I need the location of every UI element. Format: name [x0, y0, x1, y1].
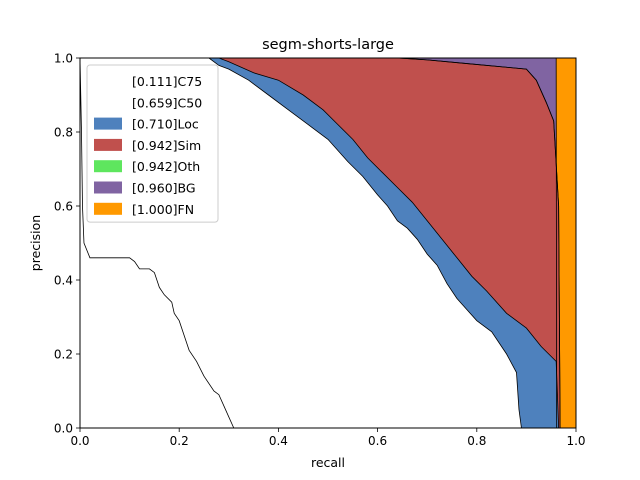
- y-tick-label: 0.2: [54, 348, 73, 362]
- x-tick-label: 0.0: [70, 434, 89, 448]
- curve-0-942-oth: [80, 57, 561, 429]
- legend-swatch-0-942-oth: [94, 160, 122, 173]
- y-tick-label: 0.0: [54, 422, 73, 436]
- curve-0-710-loc: [80, 57, 560, 429]
- legend-label-0-111-c75: [0.111]C75: [132, 74, 202, 89]
- legend-label-0-942-sim: [0.942]Sim: [132, 138, 201, 153]
- legend-label-1-000-fn: [1.000]FN: [132, 202, 194, 217]
- plot-frame: [79, 57, 577, 429]
- curve-0-659-c50: [80, 57, 522, 429]
- legend-swatch-0-942-sim: [94, 138, 122, 151]
- legend-swatch-1-000-fn: [94, 202, 122, 215]
- y-axis-label: precision: [28, 215, 43, 271]
- y-tick-label: 0.8: [54, 126, 73, 140]
- legend-swatch-0-111-c75: [94, 75, 122, 87]
- y-tick-label: 1.0: [54, 52, 73, 66]
- legend-label-0-659-c50: [0.659]C50: [132, 95, 202, 110]
- x-tick-label: 1.0: [566, 434, 585, 448]
- chart-title: segm-shorts-large: [262, 37, 394, 53]
- x-axis-ticks: 0.0 0.2 0.4 0.6 0.8 1.0: [70, 428, 586, 448]
- legend: [0.111]C75 [0.659]C50 [0.710]Loc [0.942]Sim…: [86, 64, 219, 223]
- x-axis-label: recall: [311, 455, 345, 470]
- y-tick-label: 0.4: [54, 274, 73, 288]
- legend-label-0-942-oth: [0.942]Oth: [132, 159, 200, 174]
- legend-label-0-960-bg: [0.960]BG: [132, 181, 196, 196]
- x-tick-label: 0.4: [269, 434, 288, 448]
- y-axis-ticks: 0.0 0.2 0.4 0.6 0.8 1.0: [54, 52, 80, 436]
- legend-swatch-0-960-bg: [94, 181, 122, 194]
- x-tick-label: 0.8: [467, 434, 486, 448]
- legend-label-0-710-loc: [0.710]Loc: [132, 117, 199, 132]
- legend-swatch-0-710-loc: [94, 117, 122, 130]
- x-tick-label: 0.2: [170, 434, 189, 448]
- legend-swatch-0-659-c50: [94, 96, 122, 109]
- area-0-111-c75: [80, 58, 234, 428]
- curve-0-111-c75: [79, 57, 235, 429]
- y-tick-label: 0.6: [54, 200, 73, 214]
- x-tick-label: 0.6: [368, 434, 387, 448]
